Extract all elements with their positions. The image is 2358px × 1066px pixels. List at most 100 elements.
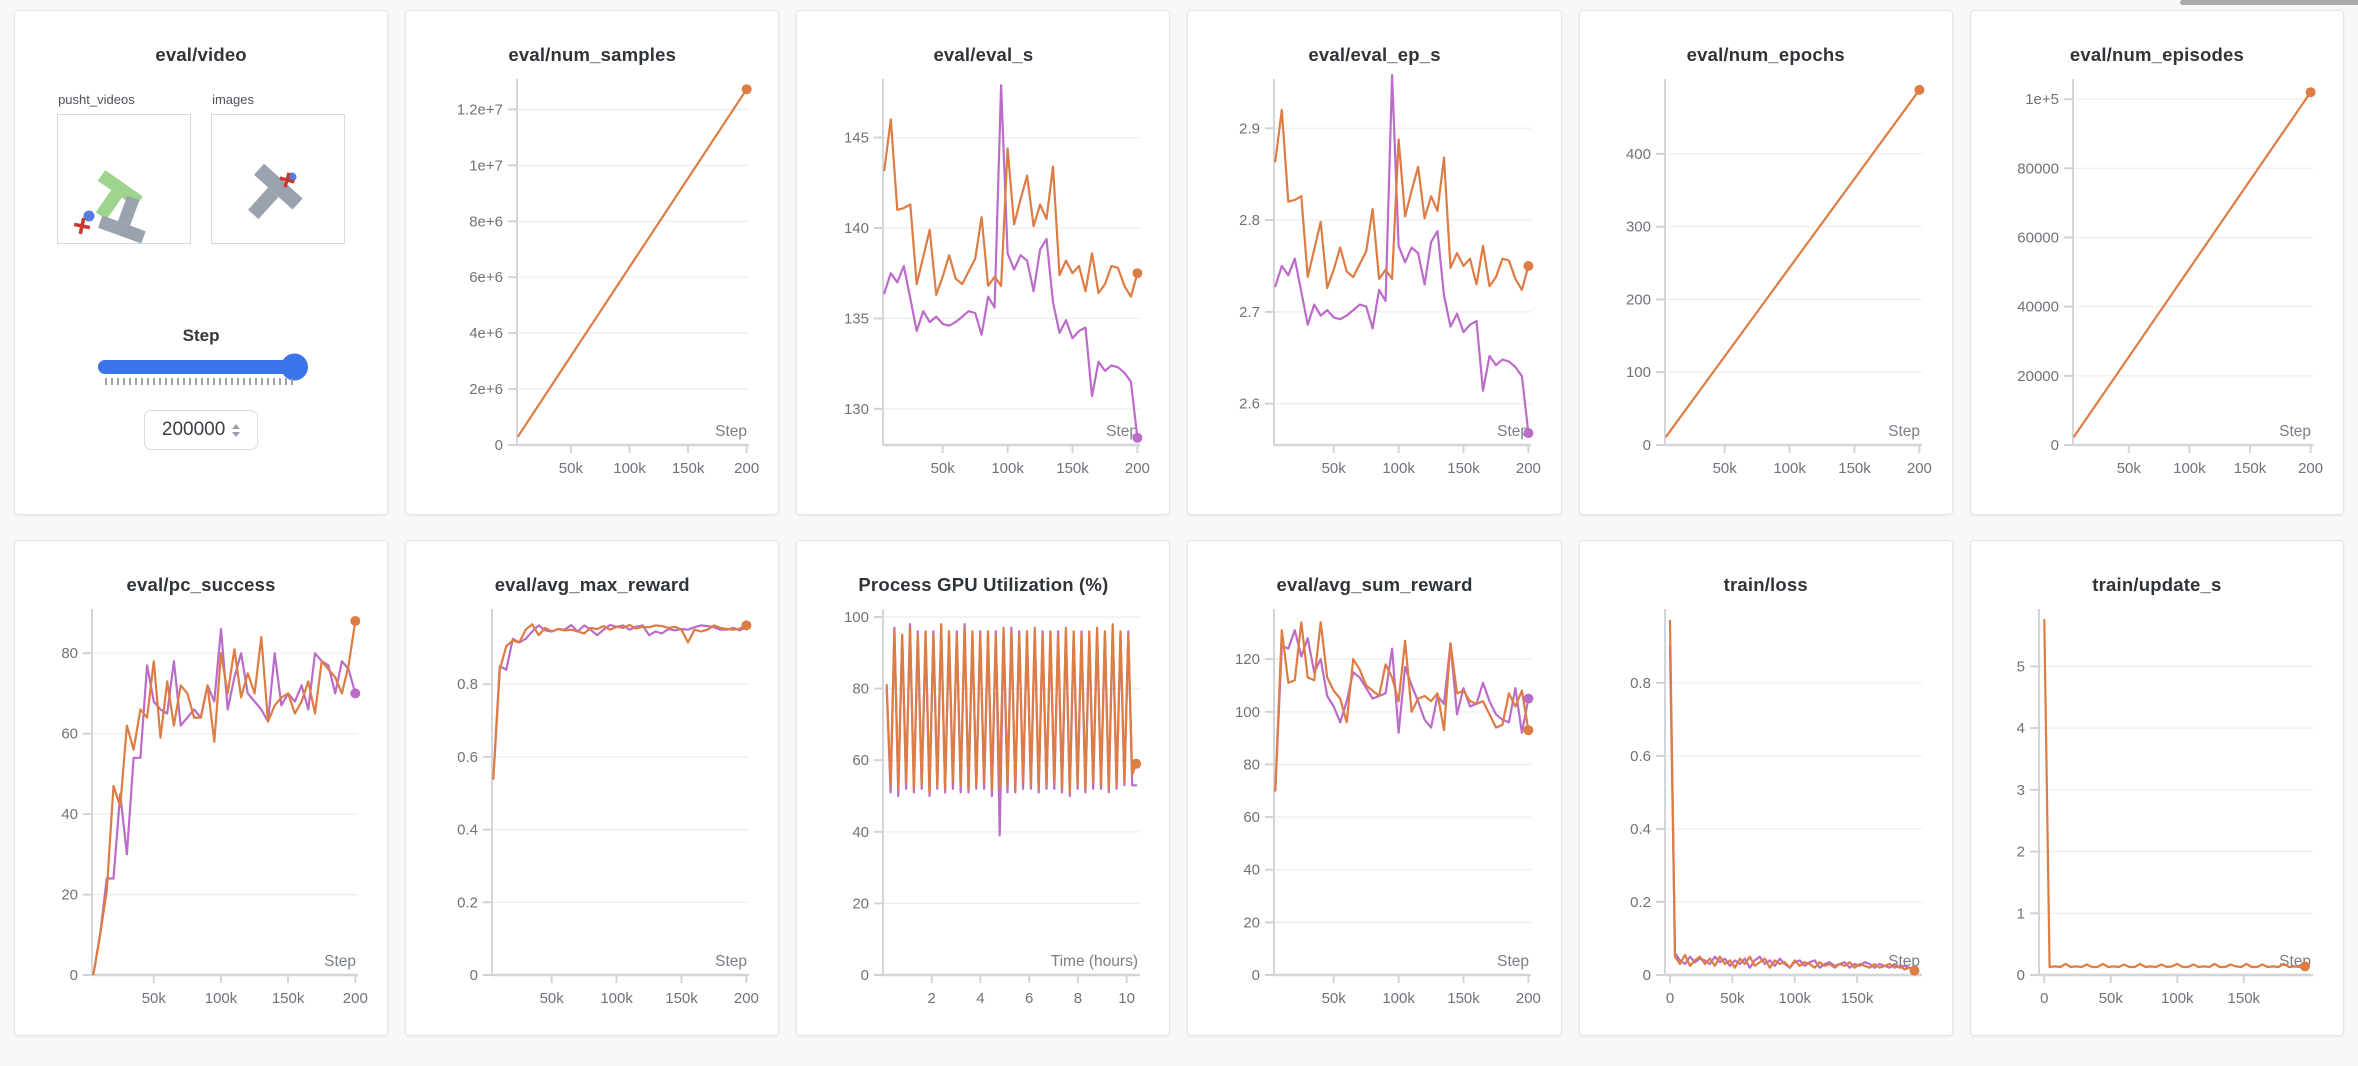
panel-eval-avg-sum-reward: eval/avg_sum_reward 0 20 40 60 80 100 120 50k 10… [1187,540,1562,1036]
chart-canvas[interactable]: 0 0.2 0.4 0.6 0.8 50k 100k 150k 200 Step [406,603,778,1023]
media-item-pusht-videos: pusht_videos [57,92,192,244]
chart-title: train/loss [1723,574,1808,595]
svg-text:8e+6: 8e+6 [469,213,503,230]
step-input[interactable]: 200000 [144,410,259,450]
step-slider[interactable] [98,353,309,385]
svg-text:100k: 100k [991,460,1024,477]
svg-text:120: 120 [1235,651,1260,668]
panel-train-loss: train/loss 0 0.2 0.4 0.6 0.8 0 50k 100k 150k Step [1578,540,1953,1036]
svg-text:50k: 50k [1322,460,1347,477]
svg-text:150k: 150k [271,990,304,1007]
svg-text:100k: 100k [1774,460,1807,477]
gray-t-block [248,163,303,220]
svg-text:0.6: 0.6 [457,749,478,766]
chart-canvas[interactable]: 0 1 2 3 4 5 0 50k 100k 150k Step [1971,603,2343,1023]
svg-text:Time (hours): Time (hours) [1051,953,1138,970]
chart-canvas[interactable]: 0 2e+6 4e+6 6e+6 8e+6 1e+7 1.2e+7 50k 100k 150k 20… [406,73,778,493]
svg-text:50k: 50k [2099,990,2124,1007]
target-cross [73,217,91,235]
svg-text:50k: 50k [141,990,166,1007]
panel-eval-pc-success: eval/pc_success 0 20 40 60 80 50k 100k 150k 200 S… [14,540,389,1036]
svg-text:100k: 100k [2161,990,2194,1007]
chart-canvas[interactable]: 0 20 40 60 80 50k 100k 150k 200 Step [15,603,387,1023]
svg-text:150k: 150k [2234,460,2267,477]
spinner-up-icon[interactable] [232,423,241,429]
svg-text:150k: 150k [672,460,705,477]
chart-canvas[interactable]: 0 20000 40000 60000 80000 1e+5 50k 100k 150k 200 S… [1971,73,2343,493]
svg-text:0: 0 [1643,967,1651,984]
chart-canvas[interactable]: 0 20 40 60 80 100 120 50k 100k 150k 200 Step [1188,603,1560,1023]
svg-text:8: 8 [1074,990,1082,1007]
video-thumbnail-pusht-videos[interactable] [57,114,192,244]
svg-text:4: 4 [2017,720,2025,737]
svg-text:0: 0 [2017,967,2025,984]
svg-text:20000: 20000 [2018,368,2060,385]
svg-text:140: 140 [844,220,869,237]
step-value: 200000 [161,419,226,440]
chart-canvas[interactable]: 0 0.2 0.4 0.6 0.8 0 50k 100k 150k Step [1580,603,1952,1023]
media-item-images: images [211,92,346,244]
svg-text:60: 60 [1243,809,1260,826]
svg-text:Step: Step [1497,423,1529,440]
svg-text:50k: 50k [539,990,564,1007]
panel-eval-eval-s: eval/eval_s 130 135 140 145 50k 100k 150k 200 St… [796,10,1171,515]
svg-text:10: 10 [1118,990,1135,1007]
media-row: pusht_videos [15,92,387,244]
svg-text:0.4: 0.4 [1630,821,1651,838]
svg-text:0.8: 0.8 [457,676,478,693]
chart-title: eval/eval_ep_s [1308,44,1441,65]
gray-t-block [98,195,146,244]
horizontal-scrollbar-thumb[interactable] [2180,0,2358,5]
svg-text:300: 300 [1626,219,1651,236]
svg-text:100k: 100k [1382,990,1415,1007]
svg-text:50k: 50k [2117,460,2142,477]
svg-text:200: 200 [1516,990,1541,1007]
svg-text:150k: 150k [1838,460,1871,477]
svg-text:150k: 150k [665,990,698,1007]
svg-text:50k: 50k [931,460,956,477]
agent-dot [83,210,95,222]
svg-text:5: 5 [2017,658,2025,675]
step-label: Step [182,326,220,345]
svg-text:130: 130 [844,401,869,418]
chart-title: eval/avg_sum_reward [1276,574,1473,595]
svg-text:2.8: 2.8 [1239,212,1260,229]
svg-text:100k: 100k [600,990,633,1007]
svg-text:0: 0 [469,967,477,984]
svg-text:100k: 100k [204,990,237,1007]
svg-text:2: 2 [927,990,935,1007]
step-control: Step 200000 [15,326,387,450]
svg-text:135: 135 [844,310,869,327]
svg-text:80: 80 [852,681,869,698]
chart-canvas[interactable]: 2.6 2.7 2.8 2.9 50k 100k 150k 200 Step [1188,73,1560,493]
slider-track[interactable] [98,353,309,381]
svg-text:50k: 50k [1713,460,1738,477]
svg-text:2.9: 2.9 [1239,120,1260,137]
chart-title: eval/num_samples [508,44,677,65]
svg-text:80: 80 [61,645,78,662]
svg-text:0.2: 0.2 [1630,894,1651,911]
panel-process-gpu-utilization: Process GPU Utilization (%) 0 20 40 60 80 100… [796,540,1171,1036]
panel-eval-num-samples: eval/num_samples 0 2e+6 4e+6 6e+6 8e+6 1e+7 1.… [405,10,780,515]
spinner-down-icon[interactable] [232,431,241,437]
svg-text:150k: 150k [2228,990,2261,1007]
chart-canvas[interactable]: 0 100 200 300 400 50k 100k 150k 200 Step [1580,73,1952,493]
svg-text:100k: 100k [1382,460,1415,477]
svg-text:200: 200 [1907,460,1932,477]
svg-text:6e+6: 6e+6 [469,269,503,286]
chart-canvas[interactable]: 0 20 40 60 80 100 2 4 6 8 10 Time (hours) [797,603,1169,1023]
chart-canvas[interactable]: 130 135 140 145 50k 100k 150k 200 Step [797,73,1169,493]
svg-text:400: 400 [1626,146,1651,163]
slider-handle[interactable] [281,353,309,381]
video-thumbnail-images[interactable] [211,114,346,244]
chart-title: eval/eval_s [933,44,1034,65]
panel-eval-video: eval/video pusht_videos [14,10,389,515]
svg-text:0: 0 [2041,990,2049,1007]
svg-text:40000: 40000 [2018,299,2060,316]
svg-text:20: 20 [852,895,869,912]
svg-text:1: 1 [2017,905,2025,922]
panel-eval-avg-max-reward: eval/avg_max_reward 0 0.2 0.4 0.6 0.8 50k 100k… [405,540,780,1036]
chart-title: eval/num_epochs [1686,44,1845,65]
svg-text:0: 0 [1252,967,1260,984]
chart-title: eval/avg_max_reward [494,574,690,595]
